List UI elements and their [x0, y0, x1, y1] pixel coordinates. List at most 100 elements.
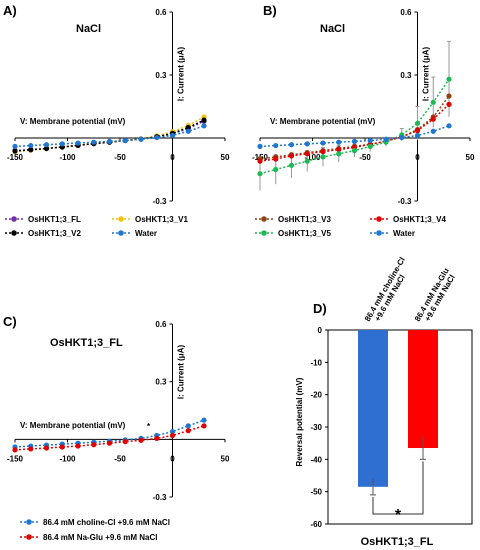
- data-point: [201, 417, 207, 423]
- x-tick-label: 0: [170, 153, 175, 162]
- data-point: [320, 154, 326, 160]
- legend-marker: [118, 230, 124, 236]
- data-point: [383, 136, 389, 142]
- data-point: [351, 148, 358, 154]
- data-point: [12, 447, 18, 453]
- data-point: [257, 143, 263, 149]
- data-point: [185, 428, 191, 434]
- x-tick-label: -50: [114, 454, 126, 463]
- iv-panel-3: C) OsHKT1;3_FL -150 -100 -50 0 50 0.6 0.3 -0.3 V: …: [3, 314, 230, 542]
- data-point: [414, 132, 421, 139]
- x-tick-label: -100: [304, 153, 321, 162]
- panel-letter: C): [3, 314, 17, 329]
- data-point: [43, 145, 50, 152]
- data-point: [12, 148, 18, 154]
- data-point: [336, 139, 342, 145]
- y-tick-label: -30: [310, 423, 322, 432]
- x-tick-label: -50: [114, 153, 126, 162]
- y-axis-title: I: Current (μA): [177, 47, 186, 102]
- data-point: [336, 146, 342, 153]
- y-tick-label: -10: [310, 358, 322, 367]
- data-point: [430, 99, 436, 105]
- data-point: [91, 442, 97, 448]
- panel-title: NaCl: [320, 23, 345, 35]
- data-point: [288, 142, 295, 148]
- panel-letter: B): [263, 3, 277, 18]
- legend-marker: [261, 230, 267, 236]
- data-point: [169, 429, 176, 435]
- y-tick-label: -60: [310, 520, 322, 529]
- y-tick-label: -0.3: [398, 197, 412, 206]
- data-point: [122, 137, 128, 144]
- data-point: [304, 158, 310, 164]
- data-point: [273, 142, 279, 149]
- legend-marker: [376, 216, 382, 222]
- data-point: [446, 123, 452, 129]
- legend-marker: [376, 230, 382, 236]
- legend-label: Water: [135, 229, 157, 238]
- data-point: [154, 435, 160, 441]
- data-point: [304, 151, 310, 157]
- bar-panel: D) 0 -10 -20 -30 -40 -50 -60 Reversal potential …: [295, 256, 473, 548]
- data-point: [351, 138, 358, 144]
- data-point: [106, 440, 113, 446]
- data-point: [367, 137, 373, 144]
- x-axis-title: V: Membrane potential (mV): [270, 117, 376, 126]
- x-tick-label: -100: [59, 153, 76, 162]
- panel-title: OsHKT1;3_FL: [50, 337, 123, 349]
- legend-label: Water: [393, 229, 415, 238]
- data-point: [414, 128, 421, 134]
- y-tick-label: 0.6: [155, 8, 167, 17]
- y-tick-label: -0.3: [153, 493, 167, 502]
- data-point: [446, 76, 452, 82]
- data-point: [257, 171, 263, 177]
- x-axis-title: OsHKT1;3_FL: [361, 536, 434, 548]
- legend-label: 86.4 mM choline-Cl +9.6 mM NaCl: [43, 518, 170, 527]
- plot-frame: [327, 329, 473, 525]
- data-point: [320, 140, 326, 146]
- data-point: [138, 437, 144, 443]
- data-point: [28, 147, 34, 153]
- significance-star: *: [395, 507, 402, 524]
- x-tick-label: 0: [415, 153, 420, 162]
- x-tick-label: 50: [221, 153, 230, 162]
- legend-label: OsHKT1;3_V2: [28, 229, 81, 238]
- data-point: [430, 128, 436, 134]
- panel-letter: D): [313, 301, 327, 316]
- y-tick-label: -20: [310, 391, 322, 400]
- data-point: [169, 432, 176, 439]
- y-tick-label: 0: [318, 326, 323, 335]
- y-axis-title: I: Current (μA): [422, 47, 431, 102]
- significance-bracket: [372, 461, 424, 515]
- data-point: [201, 423, 207, 429]
- legend-label: OsHKT1;3_FL: [28, 215, 81, 224]
- x-axis-title: V: Membrane potential (mV): [20, 421, 126, 430]
- x-tick-label: 50: [466, 153, 475, 162]
- data-point: [446, 101, 452, 107]
- legend-label: OsHKT1;3_V5: [278, 229, 331, 238]
- data-point: [201, 123, 207, 129]
- data-point: [414, 120, 421, 126]
- legend-marker: [11, 216, 17, 222]
- y-tick-label: 0.6: [155, 320, 167, 329]
- data-point: [185, 124, 191, 131]
- legend-label: 86.4 mM Na-Glu +9.6 mM NaCl: [43, 533, 157, 542]
- x-tick-label: -150: [7, 153, 24, 162]
- data-point: [185, 128, 191, 134]
- x-tick-label: 0: [170, 454, 175, 463]
- y-tick-label: 0.6: [400, 8, 412, 17]
- data-point: [75, 140, 81, 146]
- data-point: [59, 141, 65, 147]
- data-point: [273, 156, 279, 162]
- legend-label: OsHKT1;3_V3: [278, 215, 331, 224]
- data-point: [399, 134, 405, 141]
- data-point: [154, 134, 160, 141]
- y-tick-label: -0.3: [153, 197, 167, 206]
- x-tick-label: -100: [59, 454, 76, 463]
- legend-marker: [118, 216, 124, 222]
- y-tick-label: -50: [310, 488, 322, 497]
- legend-marker: [26, 519, 32, 525]
- data-point: [106, 138, 113, 144]
